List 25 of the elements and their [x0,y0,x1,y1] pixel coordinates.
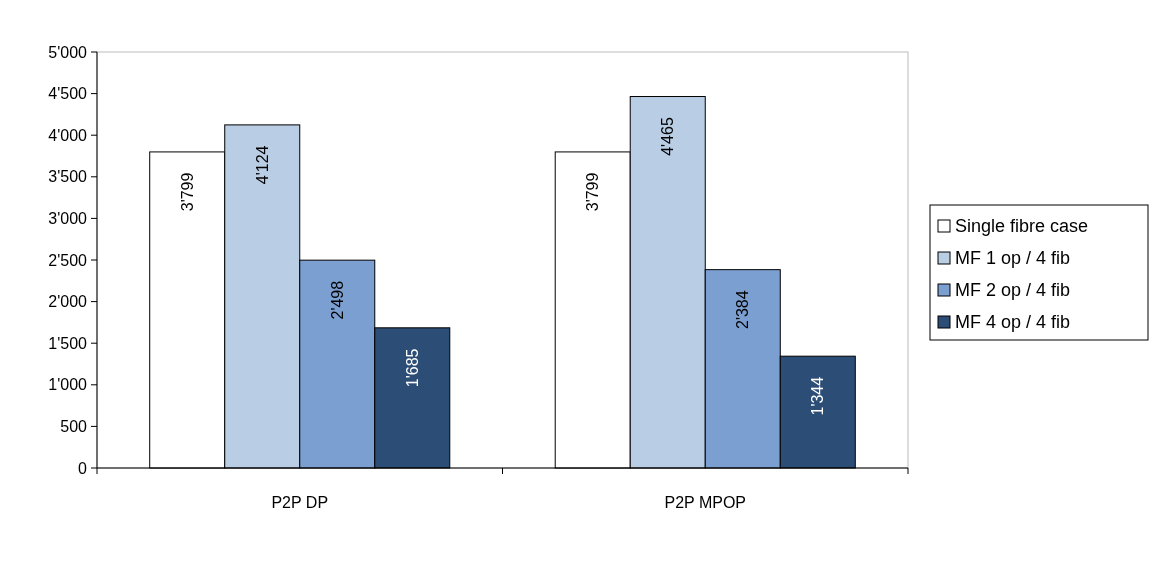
data-label: 2'498 [328,280,346,320]
y-tick-label: 1'000 [48,376,88,394]
legend-label: Single fibre case [955,216,1089,236]
y-tick-label: 3'500 [48,168,88,186]
y-tick-label: 5'000 [48,43,88,61]
legend-label: MF 1 op / 4 fib [955,248,1071,268]
data-label: 1'344 [809,376,827,416]
y-tick-label: 1'500 [48,334,88,352]
y-tick-label: 3'000 [48,209,88,227]
data-label: 4'465 [659,117,677,156]
legend-label: MF 4 op / 4 fib [955,312,1071,332]
y-tick-label: 2'000 [48,293,88,311]
data-label: 4'124 [253,145,271,185]
data-label: 1'685 [403,348,421,388]
y-tick-label: 4'000 [48,126,88,144]
legend-label: MF 2 op / 4 fib [955,280,1071,300]
y-tick-label: 0 [78,459,88,477]
data-label: 3'799 [178,172,196,212]
data-label: 3'799 [584,172,602,212]
y-tick-label: 4'500 [48,85,88,103]
data-label: 2'384 [734,290,752,329]
x-tick-label: P2P DP [271,494,329,511]
y-tick-label: 2'500 [48,251,88,269]
x-tick-label: P2P MPOP [664,494,747,511]
y-tick-label: 500 [60,417,88,435]
